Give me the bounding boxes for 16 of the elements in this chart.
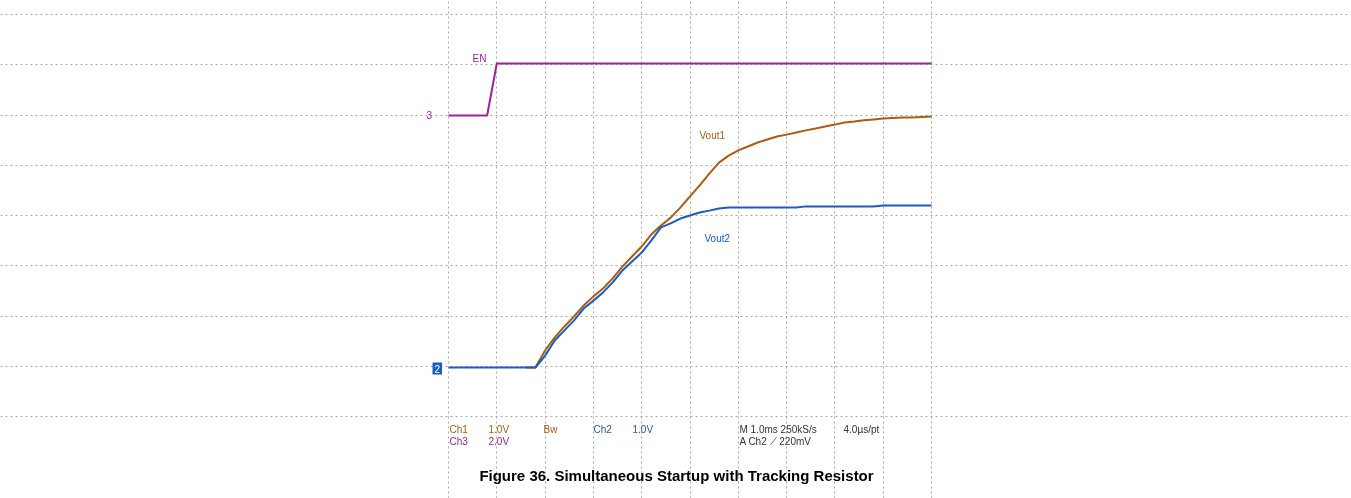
text: Ch1 xyxy=(449,423,469,435)
text: M 1.0ms 250kS/s xyxy=(739,423,817,435)
text: Bw xyxy=(543,423,559,435)
text: 1.0V xyxy=(632,423,654,435)
text: 4.0µs/pt xyxy=(843,423,880,435)
text: Figure 36. Simultaneous Startup with Tracking Resistor xyxy=(479,466,874,484)
text: 2 xyxy=(434,363,441,375)
text: Ch2 xyxy=(593,423,613,435)
text: Ch3 xyxy=(449,435,469,447)
text: 1.0V xyxy=(488,423,510,435)
text: 3 xyxy=(426,109,433,121)
series-label: EN xyxy=(472,52,487,64)
series-label: Vout1 xyxy=(699,129,726,141)
text: 2.0V xyxy=(488,435,510,447)
text: A Ch2 ⟋ 220mV xyxy=(739,435,812,447)
text: Vout2 xyxy=(704,232,731,244)
